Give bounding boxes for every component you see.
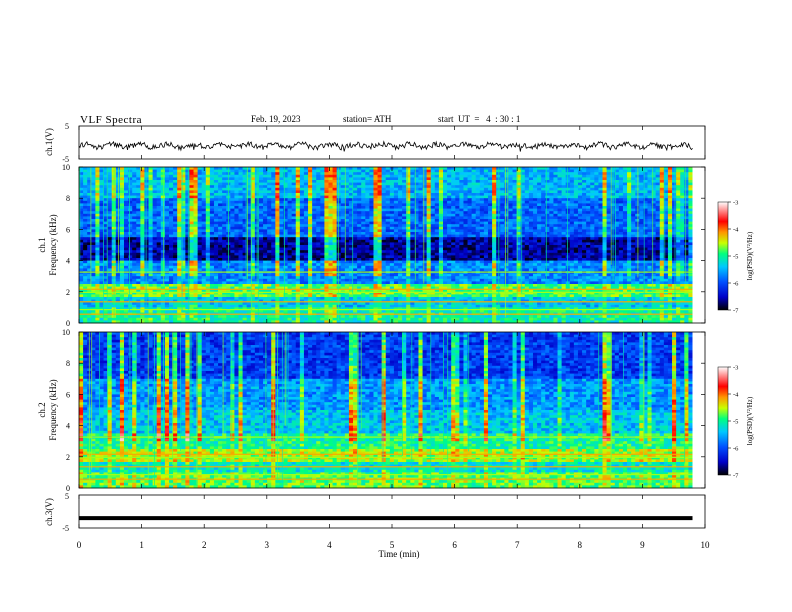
ch1-spectrogram-panel: 0 2 4 6 8 10 ch.1 Frequency (kHz) [37,163,706,328]
date-label: Feb. 19, 2023 [251,114,301,124]
spec1-ytick: 8 [66,194,70,203]
ch1-ylabel: ch.1(V) [44,128,54,156]
time-tick-label: 0 [77,540,82,550]
spec2-ytick: 4 [66,422,70,431]
spec2-ytick: 6 [66,390,70,399]
start-time-label: start UT = 4 : 30 : 1 [438,114,521,124]
spec2-ytick: 2 [66,453,70,462]
time-tick-label: 6 [452,540,457,550]
time-axis: 0 1 2 3 4 5 6 7 8 9 10 [77,126,710,550]
ch3-ytick-top: 5 [65,492,69,501]
cb2-ticks-label: -4 [733,392,739,399]
time-tick-label: 2 [202,540,207,550]
cb2-ticks-label: -6 [733,446,739,453]
time-tick-label: 10 [701,540,711,550]
time-tick-label: 9 [640,540,645,550]
cb2-ticks-label: -7 [733,473,739,480]
ch1-ylabel-channel: ch.1 [37,237,47,252]
time-axis-label: Time (min) [379,549,420,559]
cb1-ticks-label: -4 [733,227,739,234]
ch1-waveform-frame [78,125,706,160]
time-tick-label: 7 [515,540,520,550]
ch3-ylabel: ch.3(V) [44,498,54,526]
spec2-ytick: 0 [66,484,70,493]
ch3-ytick-bottom: -5 [62,524,69,533]
ch1-spectrogram-image [79,167,705,324]
ch2-ylabel-channel: ch.2 [37,402,47,417]
ch1-ytick-top: 5 [65,122,69,131]
time-tick-label: 5 [390,540,395,550]
time-tick-label: 1 [139,540,144,550]
spec1-ytick: 0 [66,319,70,328]
ch3-waveform-frame [78,494,706,529]
cb1-ticks-label: -6 [733,281,739,288]
ch1-colorbar-label: log(PSD)(V²/Hz) [746,231,754,280]
cb2-ticks-label: -5 [733,419,738,426]
station-label: station= ATH [343,114,392,124]
spec1-ytick: 6 [66,225,70,234]
spec2-ytick: 8 [66,359,70,368]
cb1-ticks-label: -7 [733,308,739,315]
ch1-waveform-line [78,140,693,152]
time-tick-label: 8 [578,540,583,550]
time-tick-label: 4 [327,540,332,550]
ch3-waveform-panel: 5 -5 ch.3(V) [44,492,706,533]
cb2-ticks-label: -3 [733,365,738,372]
ch2-colorbar-label: log(PSD)(V²/Hz) [746,396,754,445]
spec1-ytick: 4 [66,257,70,266]
ch1-colorbar-gradient [717,201,729,311]
chart-title: VLF Spectra [80,114,143,126]
cb1-ticks-label: -3 [733,200,738,207]
spec1-ytick: 2 [66,288,70,297]
ch2-colorbar-gradient [717,366,729,476]
ch2-spectrogram-image [79,332,705,489]
spec2-ytick: 10 [62,328,70,337]
spec1-ytick: 10 [62,163,70,172]
cb1-ticks-label: -5 [733,254,738,261]
ch1-waveform-panel: 5 -5 ch.1(V) [44,122,706,164]
time-tick-label: 3 [265,540,270,550]
ch2-colorbar: -3 -4 -5 -6 -7 log(PSD)(V²/Hz) [717,365,754,480]
ch1-ytick-bottom: -5 [62,155,69,164]
ch1-colorbar: -3 -4 -5 -6 -7 log(PSD)(V²/Hz) [717,200,754,315]
ch2-ylabel-frequency: Frequency (kHz) [48,379,58,440]
ch1-ylabel-frequency: Frequency (kHz) [48,214,58,275]
ch2-spectrogram-panel: 0 2 4 6 8 10 ch.2 Frequency (kHz) [37,328,706,493]
